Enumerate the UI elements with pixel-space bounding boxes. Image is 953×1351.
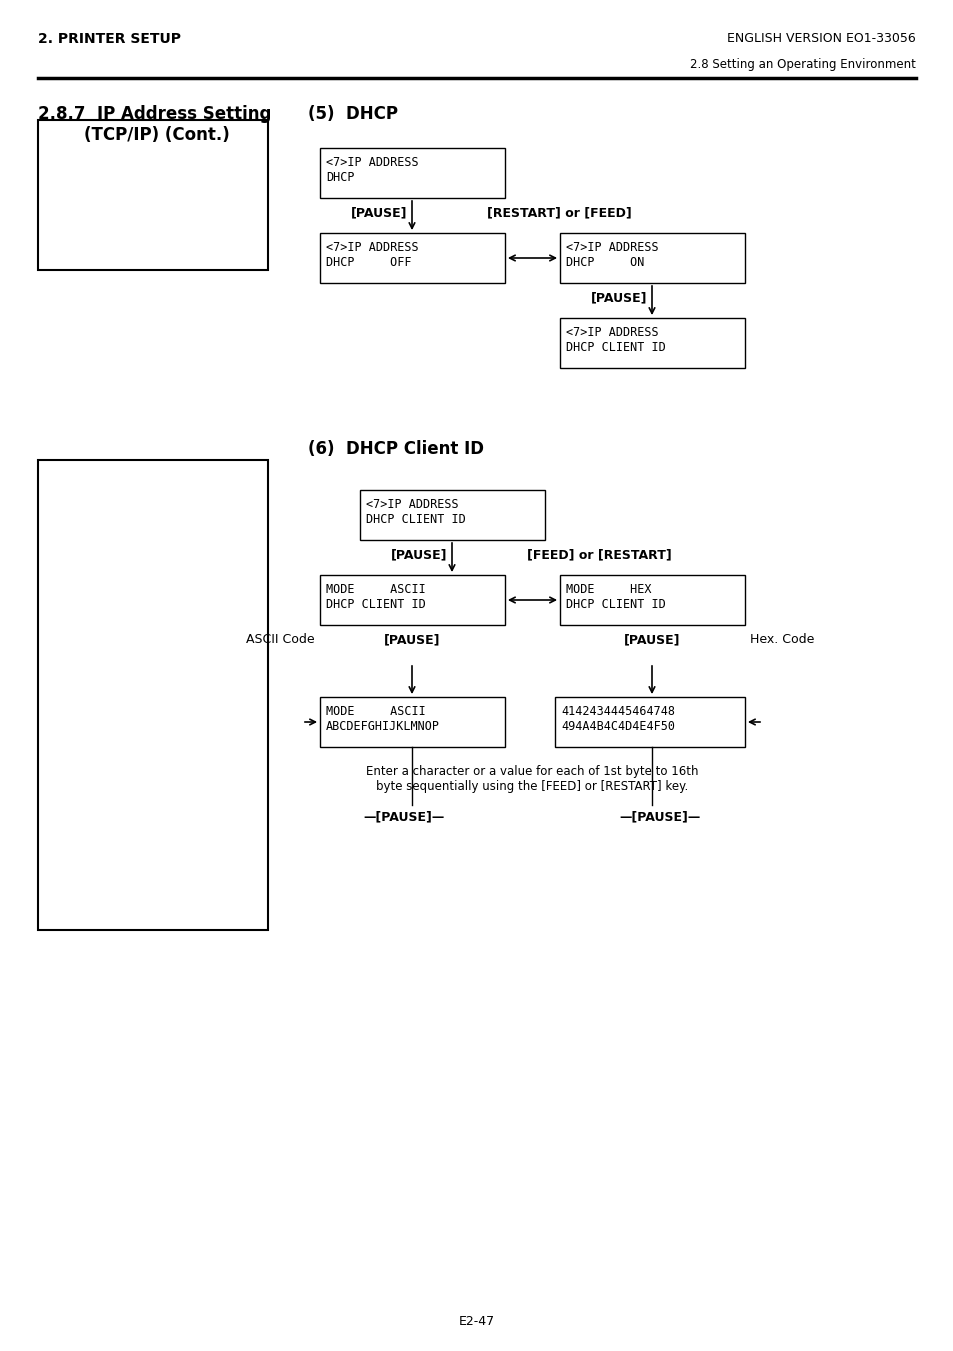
Text: <7>IP ADDRESS
DHCP CLIENT ID: <7>IP ADDRESS DHCP CLIENT ID [565,326,665,354]
Text: MODE     ASCII
DHCP CLIENT ID: MODE ASCII DHCP CLIENT ID [326,584,425,611]
Text: [PAUSE]: [PAUSE] [590,290,646,304]
Text: [PAUSE]: [PAUSE] [623,634,679,646]
Text: <7>IP ADDRESS
DHCP: <7>IP ADDRESS DHCP [326,155,418,184]
Text: 2.8.7  IP Address Setting
        (TCP/IP) (Cont.): 2.8.7 IP Address Setting (TCP/IP) (Cont.… [38,105,271,143]
Text: MODE     ASCII
ABCDEFGHIJKLMNOP: MODE ASCII ABCDEFGHIJKLMNOP [326,705,439,734]
FancyBboxPatch shape [319,576,504,626]
Text: —[PAUSE]—: —[PAUSE]— [363,811,444,823]
Text: <7>IP ADDRESS
DHCP     OFF: <7>IP ADDRESS DHCP OFF [326,240,418,269]
Text: ASCII Code: ASCII Code [246,634,314,646]
FancyBboxPatch shape [359,490,544,540]
FancyBboxPatch shape [559,576,744,626]
Text: Enter a character or a value for each of 1st byte to 16th
byte sequentially usin: Enter a character or a value for each of… [365,765,698,793]
FancyBboxPatch shape [319,232,504,282]
FancyBboxPatch shape [555,697,744,747]
FancyBboxPatch shape [319,149,504,199]
Text: <7>IP ADDRESS
DHCP CLIENT ID: <7>IP ADDRESS DHCP CLIENT ID [366,499,465,526]
Text: (6)  DHCP Client ID: (6) DHCP Client ID [308,440,483,458]
Text: 2.8 Setting an Operating Environment: 2.8 Setting an Operating Environment [689,58,915,72]
Text: Hex. Code: Hex. Code [749,634,814,646]
Text: [FEED] or [RESTART]: [FEED] or [RESTART] [526,549,671,561]
Text: —[PAUSE]—: —[PAUSE]— [618,811,700,823]
Text: 2. PRINTER SETUP: 2. PRINTER SETUP [38,32,181,46]
Text: <7>IP ADDRESS
DHCP     ON: <7>IP ADDRESS DHCP ON [565,240,658,269]
FancyBboxPatch shape [38,459,268,929]
Text: [RESTART] or [FEED]: [RESTART] or [FEED] [486,205,631,219]
Text: MODE     HEX
DHCP CLIENT ID: MODE HEX DHCP CLIENT ID [565,584,665,611]
Text: 4142434445464748
494A4B4C4D4E4F50: 4142434445464748 494A4B4C4D4E4F50 [560,705,675,734]
Text: [PAUSE]: [PAUSE] [383,634,439,646]
FancyBboxPatch shape [559,232,744,282]
FancyBboxPatch shape [559,317,744,367]
FancyBboxPatch shape [38,120,268,270]
Text: (5)  DHCP: (5) DHCP [308,105,397,123]
Text: ENGLISH VERSION EO1-33056: ENGLISH VERSION EO1-33056 [726,32,915,45]
FancyBboxPatch shape [319,697,504,747]
Text: [PAUSE]: [PAUSE] [390,549,447,561]
Text: E2-47: E2-47 [458,1315,495,1328]
Text: [PAUSE]: [PAUSE] [350,205,407,219]
